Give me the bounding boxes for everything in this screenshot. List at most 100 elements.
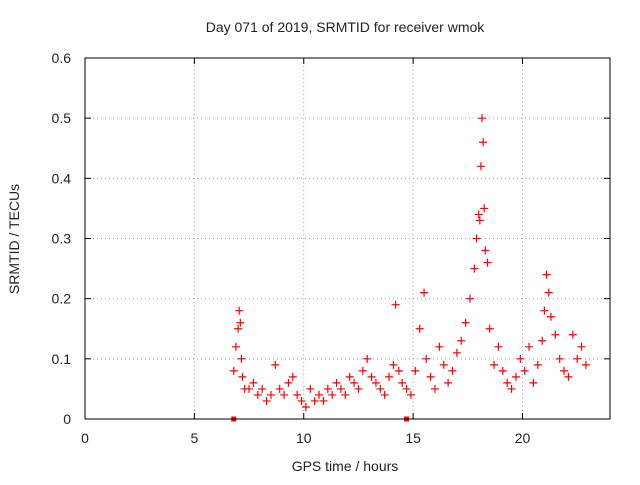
data-point [525,342,534,351]
x-tick-label: 10 [296,430,312,446]
data-point [435,342,444,351]
data-point [544,288,553,297]
data-point [380,390,389,399]
data-point [266,390,275,399]
y-tick-label: 0.1 [52,351,72,367]
data-point [367,372,376,381]
y-tick-label: 0.6 [52,50,72,66]
data-point [310,396,319,405]
data-point [336,384,345,393]
data-point [470,264,479,273]
data-point [389,360,398,369]
y-tick-label: 0.3 [52,231,72,247]
data-point [350,378,359,387]
data-point [345,372,354,381]
data-point [301,402,310,411]
data-point [275,384,284,393]
data-point [235,306,244,315]
data-point [490,360,499,369]
data-point [391,300,400,309]
data-point [461,318,470,327]
data-point [258,384,267,393]
data-point [475,216,484,225]
data-point [431,384,439,393]
data-point [323,384,332,393]
data-point [551,330,560,339]
data-point [358,366,367,375]
data-point [297,396,306,405]
data-point [411,366,420,375]
data-point [560,366,569,375]
data-point [516,354,525,363]
data-point [284,378,293,387]
x-tick-label: 20 [515,430,531,446]
data-point [540,306,549,315]
data-point [444,378,453,387]
data-point [448,366,457,375]
data-point [485,324,494,333]
data-point [555,354,564,363]
data-point [498,366,507,375]
data-point [363,354,372,363]
data-point [420,288,429,297]
data-point [306,384,315,393]
data-point [234,324,243,333]
data-point [385,372,394,381]
y-tick-label: 0.5 [52,110,72,126]
data-point [236,318,245,327]
data-point [341,390,350,399]
data-point [481,246,490,255]
x-tick-label: 5 [190,430,198,446]
data-point [288,372,297,381]
data-point [262,396,271,405]
x-tick-label: 15 [405,430,421,446]
data-point [476,162,485,171]
data-point [249,378,258,387]
data-point [319,396,328,405]
data-point [328,390,337,399]
data-point [415,324,424,333]
y-tick-label: 0.2 [52,291,72,307]
data-point [472,234,481,243]
data-point [511,372,520,381]
data-point [231,342,240,351]
data-point [542,270,551,279]
data-point [483,258,492,267]
data-point [466,294,474,303]
data-point [398,378,407,387]
data-point [478,114,487,123]
data-point [271,360,280,369]
data-point [503,378,512,387]
data-point [452,348,461,357]
ticks-layer: 0 5 10 15 20 0 0.1 0.2 0.3 0.4 0.5 0.6 [52,50,610,446]
data-point [426,372,435,381]
data-point [529,378,538,387]
data-point [457,336,466,345]
y-axis-label: SRMTID / TECUs [6,184,22,294]
data-point [371,378,380,387]
data-point [474,210,483,219]
data-point [494,342,503,351]
points-layer [229,114,590,422]
data-point [237,354,246,363]
data-point [581,360,590,369]
data-point [520,366,529,375]
data-point [533,360,542,369]
data-point [376,384,385,393]
data-point [332,378,341,387]
data-point [394,366,403,375]
data-point [253,390,262,399]
data-point [402,384,411,393]
data-point [422,354,431,363]
data-point [354,384,363,393]
data-point [439,360,448,369]
data-point [507,384,516,393]
data-point [479,138,488,147]
y-tick-label: 0 [63,411,71,427]
data-point [229,366,238,375]
data-point [577,342,586,351]
data-point [293,390,302,399]
